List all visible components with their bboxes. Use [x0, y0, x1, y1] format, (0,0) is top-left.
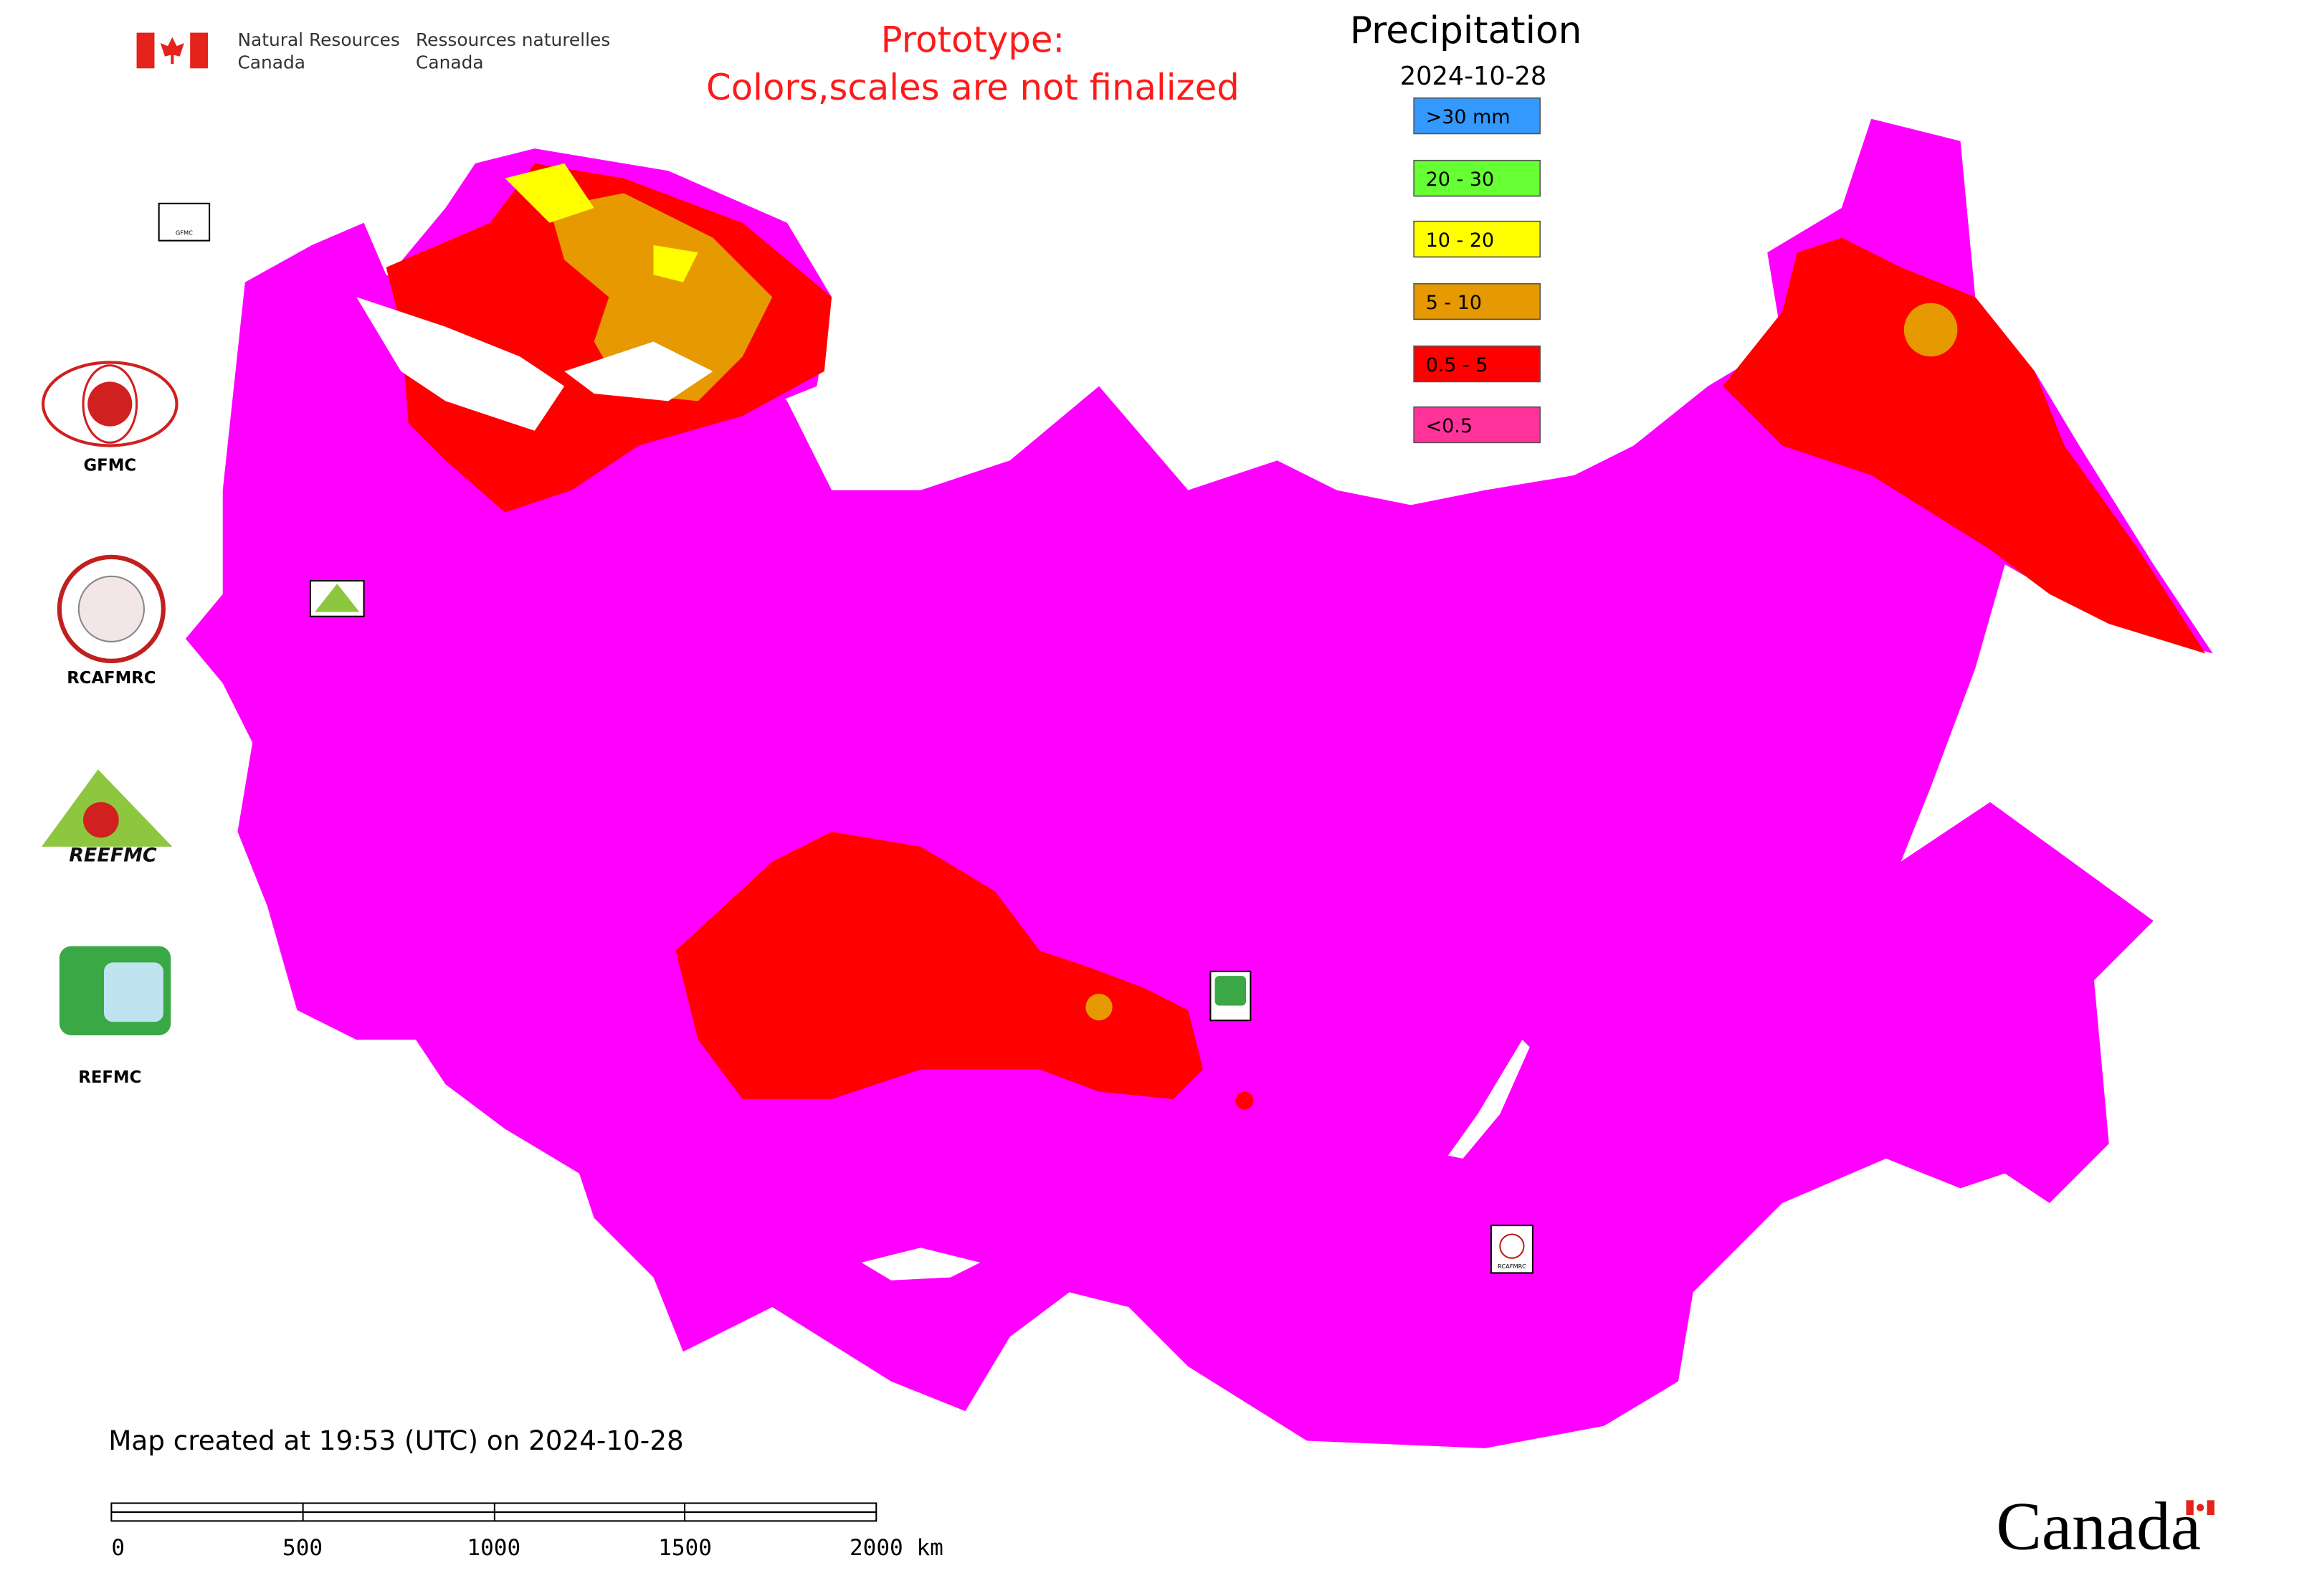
prototype-notice: Colors,scales are not finalized	[706, 67, 1240, 108]
legend-label: >30 mm	[1426, 106, 1511, 128]
map-marker: GFMC	[158, 202, 211, 242]
rcafmrc-logo: RCAFMRC	[57, 554, 166, 688]
logo-label: REFMC	[78, 1068, 141, 1087]
precip-orange-north	[549, 193, 773, 402]
legend-swatch	[1413, 345, 1541, 383]
legend-swatch	[1413, 97, 1541, 135]
precip-red-central	[675, 832, 1204, 1100]
refmc-logo: REFMC	[59, 946, 171, 1087]
map-created: Map created at 19:53 (UTC) on 2024-10-28	[108, 1425, 683, 1456]
department-fr: Ressources naturelles	[416, 29, 610, 50]
legend-date: 2024-10-28	[1400, 62, 1547, 91]
svg-text:GFMC: GFMC	[176, 229, 193, 236]
scale-label: 1500	[658, 1535, 712, 1561]
legend-title: Precipitation	[1350, 9, 1582, 52]
precip-orange-east	[1903, 303, 1958, 357]
legend-label: <0.5	[1426, 415, 1473, 437]
legend-label: 10 - 20	[1426, 229, 1494, 252]
department-fr: Canada	[416, 52, 484, 72]
precip-yellow-north	[505, 163, 698, 282]
logo-label: GFMC	[83, 457, 136, 475]
scale-label: 2000 km	[850, 1535, 943, 1561]
prototype-notice: Prototype:	[881, 19, 1065, 61]
reefmc-logo: REEFMC	[42, 769, 173, 867]
canada-flag	[136, 32, 209, 69]
logo-label: RCAFMRC	[67, 669, 156, 688]
legend-swatch	[1413, 406, 1541, 444]
legend-swatch	[1413, 282, 1541, 320]
department-en: Canada	[237, 52, 305, 72]
legend-label: 20 - 30	[1426, 168, 1494, 191]
scale-label: 1000	[467, 1535, 520, 1561]
land-magenta	[185, 118, 2213, 1448]
precip-orange-spot	[1085, 993, 1113, 1021]
legend: >30 mm 20 - 30 10 - 20 5 - 10 0.5 - 5 <0.5	[1413, 97, 1541, 444]
scale-labels: 0 500 1000 1500 2000 km	[111, 1535, 943, 1561]
svg-text:RCAFMRC: RCAFMRC	[1498, 1263, 1526, 1270]
lake-balkhash	[861, 1248, 981, 1281]
legend-label: 0.5 - 5	[1426, 354, 1488, 376]
lake-baikal	[1447, 1040, 1530, 1159]
legend-swatch	[1413, 159, 1541, 197]
wordmark-flag	[2186, 1500, 2215, 1516]
white-sea	[356, 297, 713, 431]
legend-label: 5 - 10	[1426, 292, 1482, 314]
canada-wordmark: Canada	[1996, 1488, 2201, 1564]
map-marker	[1209, 970, 1252, 1022]
precip-red-spot	[1235, 1091, 1254, 1110]
logo-text: REEFMC	[69, 845, 157, 867]
map-marker	[309, 579, 365, 617]
scale-label: 500	[282, 1535, 323, 1561]
department-en: Natural Resources	[237, 29, 399, 50]
legend-swatch	[1413, 220, 1541, 258]
scale-bar	[110, 1502, 877, 1522]
scale-label: 0	[111, 1535, 125, 1561]
gfmc-logo: GFMC	[42, 361, 179, 475]
map-marker: RCAFMRC	[1490, 1225, 1533, 1274]
precip-red-east	[1723, 237, 2206, 654]
